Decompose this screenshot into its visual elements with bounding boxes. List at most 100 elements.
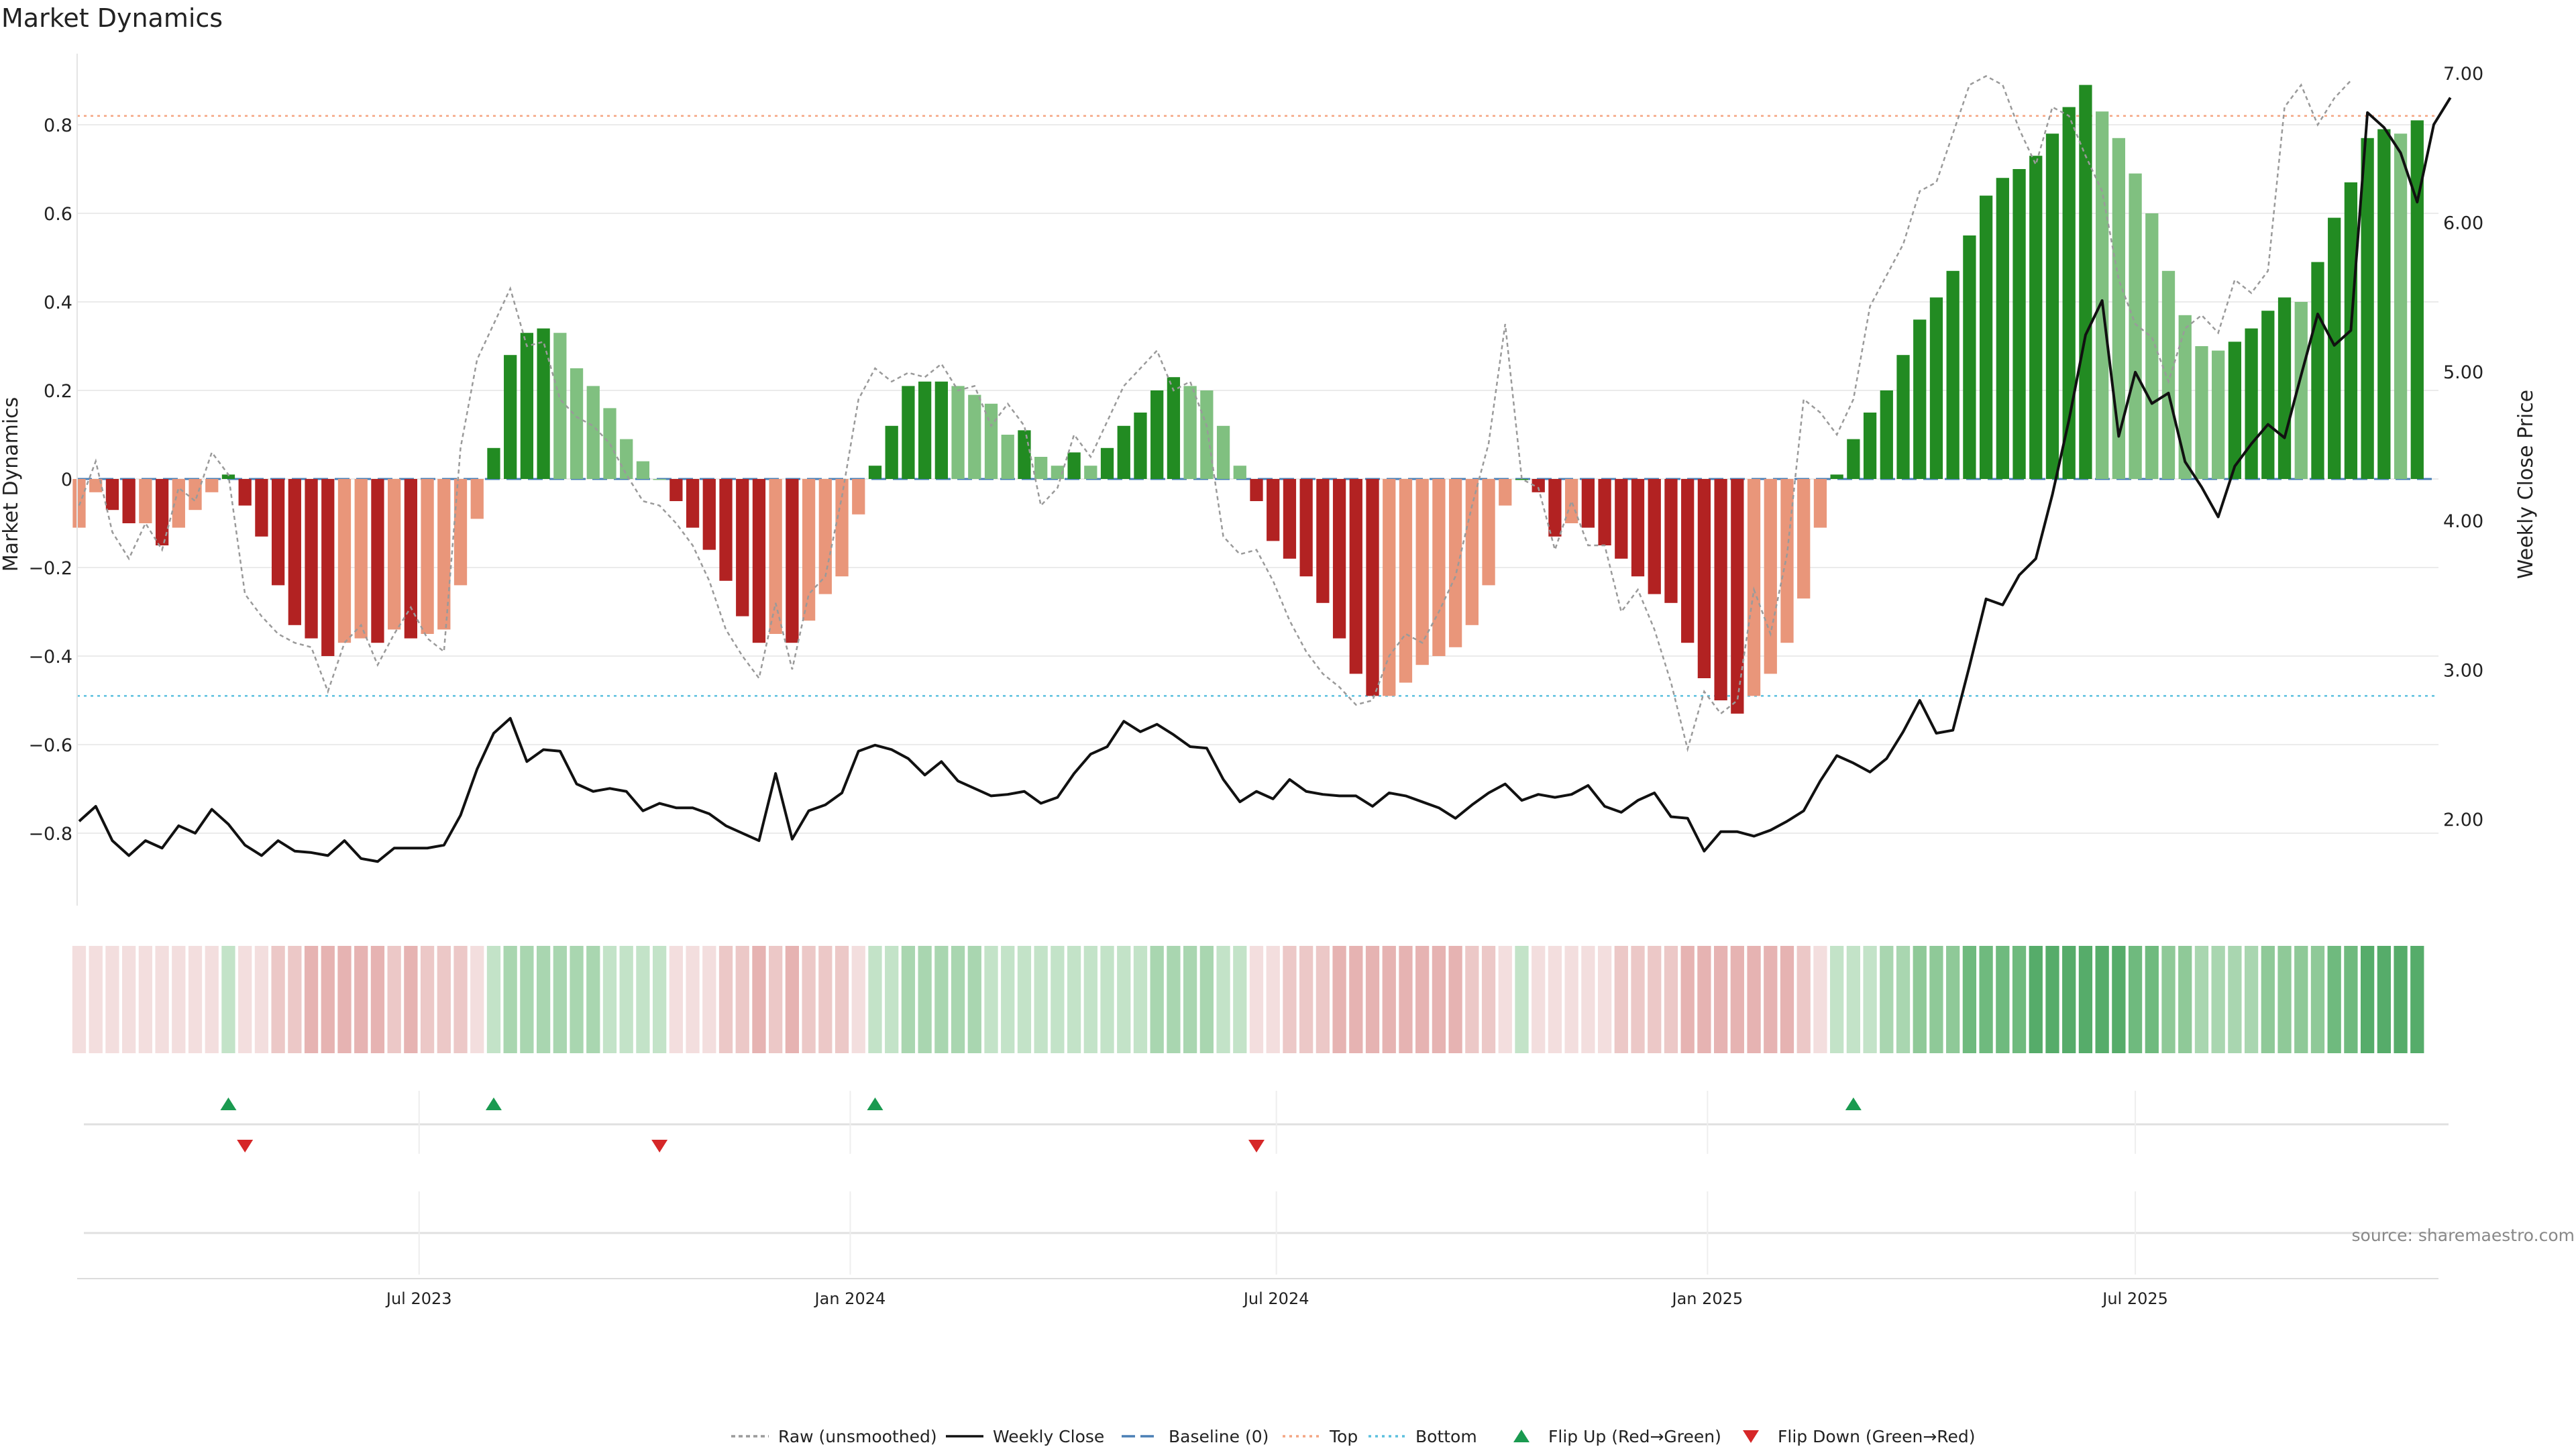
ribbon-cell <box>1067 946 1081 1053</box>
ribbon-cell <box>254 946 269 1053</box>
market-dynamics-bar <box>2410 120 2424 479</box>
ribbon-cell <box>1730 946 1744 1053</box>
market-dynamics-bar <box>1283 479 1297 559</box>
market-dynamics-bar <box>437 479 451 630</box>
legend-label: Raw (unsmoothed) <box>778 1427 937 1446</box>
ribbon-cell <box>453 946 468 1053</box>
ribbon-cell <box>221 946 235 1053</box>
market-dynamics-bar <box>421 479 434 634</box>
ribbon-cell <box>2261 946 2275 1053</box>
ribbon-cell <box>337 946 352 1053</box>
market-dynamics-bar <box>321 479 335 656</box>
market-dynamics-bar <box>537 328 550 479</box>
market-dynamics-bar <box>337 479 352 643</box>
flip-up-marker <box>220 1097 237 1110</box>
market-dynamics-bar <box>702 479 716 550</box>
ribbon-cell <box>2244 946 2259 1053</box>
y-axis-title: Market Dynamics <box>0 397 23 572</box>
market-dynamics-bar <box>371 479 384 643</box>
market-dynamics-bar <box>255 479 268 537</box>
market-dynamics-bar <box>2394 133 2408 479</box>
market-dynamics-bar <box>1797 479 1811 599</box>
ribbon-cell <box>1946 946 1960 1053</box>
market-dynamics-bar <box>1399 479 1413 683</box>
legend-swatch <box>1743 1430 1759 1443</box>
market-dynamics-bar <box>918 381 932 479</box>
ribbon-cell <box>586 946 600 1053</box>
market-dynamics-bar <box>2112 138 2125 480</box>
ribbon-cell <box>437 946 451 1053</box>
ribbon-cell <box>1498 946 1512 1053</box>
ribbon-cell <box>735 946 749 1053</box>
ribbon-cell <box>1747 946 1761 1053</box>
market-dynamics-bar <box>2245 328 2258 479</box>
ribbon-cell <box>885 946 899 1053</box>
market-dynamics-bar <box>1482 479 1495 586</box>
market-dynamics-bar <box>1615 479 1628 559</box>
ribbon-cell <box>818 946 833 1053</box>
ribbon-cell <box>2228 946 2242 1053</box>
ribbon-cell <box>1846 946 1860 1053</box>
market-dynamics-bar <box>404 479 418 639</box>
ribbon-cell <box>1631 946 1645 1053</box>
ribbon-cell <box>1648 946 1662 1053</box>
market-dynamics-bar <box>802 479 816 621</box>
ribbon-cell <box>370 946 385 1053</box>
legend-label: Flip Up (Red→Green) <box>1548 1427 1721 1446</box>
market-dynamics-bar <box>1267 479 1280 541</box>
ribbon-cell <box>1399 946 1413 1053</box>
ribbon-cell <box>1780 946 1794 1053</box>
ribbon-cell <box>1365 946 1380 1053</box>
ribbon-cell <box>354 946 368 1053</box>
x-tick-label: Jul 2024 <box>1242 1289 1309 1308</box>
market-dynamics-bar <box>2377 129 2391 480</box>
ribbon-cell <box>1216 946 1230 1053</box>
ribbon-cell <box>1830 946 1844 1053</box>
market-dynamics-bar <box>1532 479 1545 492</box>
market-dynamics-bar <box>1631 479 1645 577</box>
y-tick-label: −0.6 <box>28 735 72 756</box>
y-tick-label: 0 <box>61 470 72 490</box>
market-dynamics-bar <box>1929 297 1943 479</box>
market-dynamics-bar <box>1813 479 1827 528</box>
market-dynamics-bar <box>1448 479 1462 647</box>
ribbon-cell <box>2194 946 2209 1053</box>
ribbon-cell <box>1001 946 1015 1053</box>
market-dynamics-bar <box>2228 341 2242 479</box>
market-dynamics-bar <box>1764 479 1777 674</box>
market-dynamics-bar <box>1548 479 1562 537</box>
ribbon-cell <box>636 946 650 1053</box>
ribbon-cell <box>2161 946 2176 1053</box>
market-dynamics-bar <box>1200 390 1214 479</box>
market-dynamics-bar <box>2361 138 2374 480</box>
y-tick-label: 0.6 <box>44 204 72 225</box>
ribbon-cell <box>769 946 783 1053</box>
flip-down-marker <box>1248 1140 1265 1152</box>
market-dynamics-bar <box>769 479 782 634</box>
market-dynamics-bar <box>2045 133 2059 479</box>
x-tick-label: Jan 2024 <box>814 1289 886 1308</box>
market-dynamics-bar <box>1896 355 1910 479</box>
ribbon-cell <box>1432 946 1446 1053</box>
market-dynamics-bar <box>487 447 500 479</box>
ribbon-cell <box>1083 946 1097 1053</box>
ribbon-cell <box>2029 946 2043 1053</box>
market-dynamics-bar <box>2311 262 2324 479</box>
ribbon-cell <box>1133 946 1148 1053</box>
ribbon-cell <box>653 946 667 1053</box>
market-dynamics-bar <box>951 386 965 479</box>
ribbon-cell <box>851 946 865 1053</box>
legend-label: Bottom <box>1415 1427 1477 1446</box>
ribbon-cell <box>1481 946 1496 1053</box>
ribbon-cell <box>1996 946 2010 1053</box>
ribbon-cell <box>1051 946 1065 1053</box>
ribbon-cell <box>1813 946 1827 1053</box>
ribbon-cell <box>1697 946 1711 1053</box>
market-dynamics-bar <box>271 479 285 586</box>
market-dynamics-bar <box>1863 413 1877 479</box>
market-dynamics-bar <box>2012 169 2026 479</box>
ribbon-cell <box>752 946 766 1053</box>
market-dynamics-bar <box>2029 156 2043 479</box>
market-dynamics-bar <box>752 479 766 643</box>
